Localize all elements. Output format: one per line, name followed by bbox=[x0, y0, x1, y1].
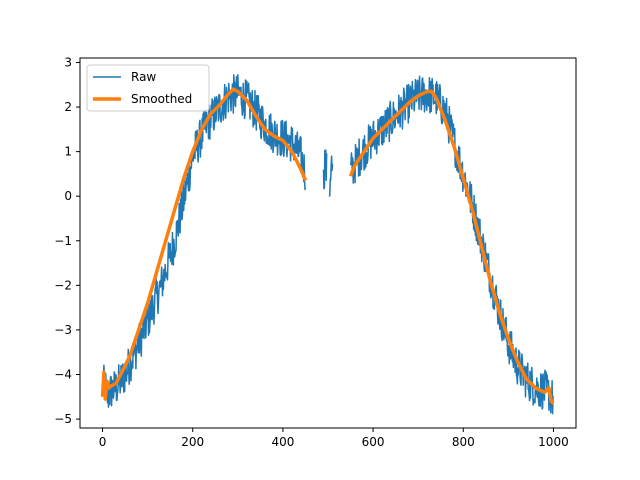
y-tick-label: 2 bbox=[64, 100, 72, 114]
y-tick-label: −5 bbox=[54, 412, 72, 426]
x-tick-label: 800 bbox=[452, 435, 475, 449]
series-smoothed-line-0 bbox=[100, 87, 308, 401]
x-tick-label: 600 bbox=[362, 435, 385, 449]
legend: Raw Smoothed bbox=[86, 64, 210, 112]
series-raw-line-1 bbox=[322, 149, 328, 190]
series-smoothed-line-1 bbox=[348, 89, 555, 405]
y-tick-label: −1 bbox=[54, 234, 72, 248]
x-tick-label: 200 bbox=[181, 435, 204, 449]
legend-label-smoothed: Smoothed bbox=[131, 92, 192, 106]
x-tick-label: 0 bbox=[99, 435, 107, 449]
y-tick-label: −2 bbox=[54, 278, 72, 292]
series-raw-line-3 bbox=[349, 75, 555, 415]
x-tick-label: 400 bbox=[271, 435, 294, 449]
plot-area bbox=[80, 58, 576, 428]
axes-frame bbox=[79, 57, 577, 429]
y-tick-label: 0 bbox=[64, 189, 72, 203]
legend-label-raw: Raw bbox=[131, 70, 156, 84]
y-tick-label: 1 bbox=[64, 145, 72, 159]
x-tick-label: 1000 bbox=[538, 435, 569, 449]
axes-layer: 0 200 400 600 800 1000 −5 −4 −3 −2 −1 0 1 2 3 bbox=[54, 55, 577, 449]
y-tick-label: −4 bbox=[54, 368, 72, 382]
series-layer bbox=[100, 74, 555, 415]
y-tick-label: −3 bbox=[54, 323, 72, 337]
series-raw-line-2 bbox=[328, 155, 334, 197]
y-tick-label: 3 bbox=[64, 55, 72, 69]
